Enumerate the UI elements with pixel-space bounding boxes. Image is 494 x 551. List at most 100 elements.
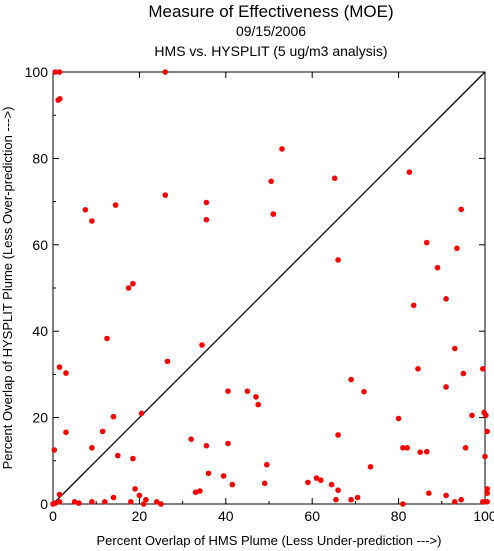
data-point <box>136 492 143 499</box>
data-point <box>89 445 95 451</box>
data-point <box>335 432 341 438</box>
data-point <box>454 245 460 252</box>
y-tick-label: 80 <box>32 150 48 166</box>
data-point <box>348 496 354 503</box>
data-points <box>50 69 491 507</box>
data-point <box>115 452 121 459</box>
data-point <box>367 464 374 470</box>
x-tick-label: 20 <box>132 508 148 524</box>
y-tick-label: 20 <box>32 410 48 426</box>
y-axis-title: Percent Overlap of HYSPLIT Plume (Less O… <box>0 107 15 470</box>
data-point <box>279 146 285 152</box>
reference-diagonal-line <box>52 71 486 505</box>
data-point <box>56 499 63 505</box>
data-point <box>128 499 134 505</box>
data-point <box>153 499 160 505</box>
data-point <box>333 496 339 503</box>
data-point <box>305 479 311 486</box>
data-point <box>335 257 341 263</box>
data-point <box>132 486 138 492</box>
data-point <box>404 445 411 451</box>
data-point <box>443 296 449 302</box>
data-point <box>63 429 69 436</box>
data-point <box>348 376 354 383</box>
data-point <box>199 342 205 348</box>
data-point <box>158 501 164 507</box>
data-point <box>253 394 259 400</box>
data-point <box>52 69 58 75</box>
data-point <box>162 192 169 198</box>
data-point <box>56 491 63 498</box>
data-point <box>125 285 132 291</box>
data-point <box>203 199 210 206</box>
data-point <box>56 69 63 75</box>
data-point <box>192 489 199 496</box>
data-point <box>480 499 486 505</box>
axis-tick-labels: 0 20 40 60 80 100 0 20 40 60 80 100 <box>25 64 494 524</box>
data-point <box>138 410 145 417</box>
data-point <box>452 499 458 505</box>
data-point <box>484 428 491 435</box>
data-point <box>63 370 69 376</box>
x-tick-label: 100 <box>473 508 494 524</box>
data-point <box>410 302 417 309</box>
data-point <box>270 211 277 217</box>
data-point <box>255 401 261 408</box>
data-point <box>188 436 194 443</box>
data-point <box>225 388 231 395</box>
x-tick-label: 40 <box>218 508 234 524</box>
data-point <box>112 202 119 208</box>
data-point <box>318 477 324 484</box>
data-point <box>76 500 82 506</box>
data-point <box>406 169 413 175</box>
data-point <box>484 490 491 497</box>
data-point <box>335 487 341 494</box>
data-point <box>400 501 406 507</box>
data-point <box>130 455 136 462</box>
data-point <box>82 207 89 213</box>
y-tick-label: 40 <box>32 323 48 339</box>
data-point <box>443 492 449 499</box>
data-point <box>328 481 335 488</box>
data-point <box>205 470 212 477</box>
data-point <box>484 486 491 492</box>
data-point <box>164 358 171 365</box>
data-point <box>57 96 63 102</box>
data-point <box>313 475 320 481</box>
data-point <box>443 384 449 390</box>
x-axis-title: Percent Overlap of HMS Plume (Less Under… <box>97 533 442 548</box>
data-point <box>225 440 231 447</box>
data-point <box>484 499 491 505</box>
data-point <box>423 239 430 246</box>
data-point <box>104 335 110 342</box>
data-point <box>56 364 63 370</box>
data-point <box>434 264 441 271</box>
data-point <box>197 488 203 494</box>
data-point <box>99 428 106 435</box>
data-point <box>51 447 58 453</box>
data-point <box>452 345 458 352</box>
x-tick-label: 0 <box>49 508 57 524</box>
data-point <box>261 480 268 487</box>
data-point <box>426 490 432 497</box>
data-point <box>400 445 406 451</box>
data-point <box>469 412 475 419</box>
x-tick-label: 60 <box>304 508 320 524</box>
y-tick-label: 0 <box>40 496 48 512</box>
data-point <box>264 461 270 468</box>
chart-date: 09/15/2006 <box>236 23 306 39</box>
data-point <box>361 388 367 395</box>
data-point <box>458 496 465 503</box>
data-point <box>268 178 275 185</box>
data-point <box>102 499 108 505</box>
data-point <box>203 442 210 449</box>
data-point <box>354 494 361 501</box>
data-point <box>460 370 467 377</box>
data-point <box>130 280 136 287</box>
data-point <box>220 473 227 479</box>
data-point <box>229 481 236 488</box>
data-point <box>52 500 58 506</box>
chart-title: Measure of Effectiveness (MOE) <box>148 2 393 21</box>
data-point <box>71 499 78 505</box>
